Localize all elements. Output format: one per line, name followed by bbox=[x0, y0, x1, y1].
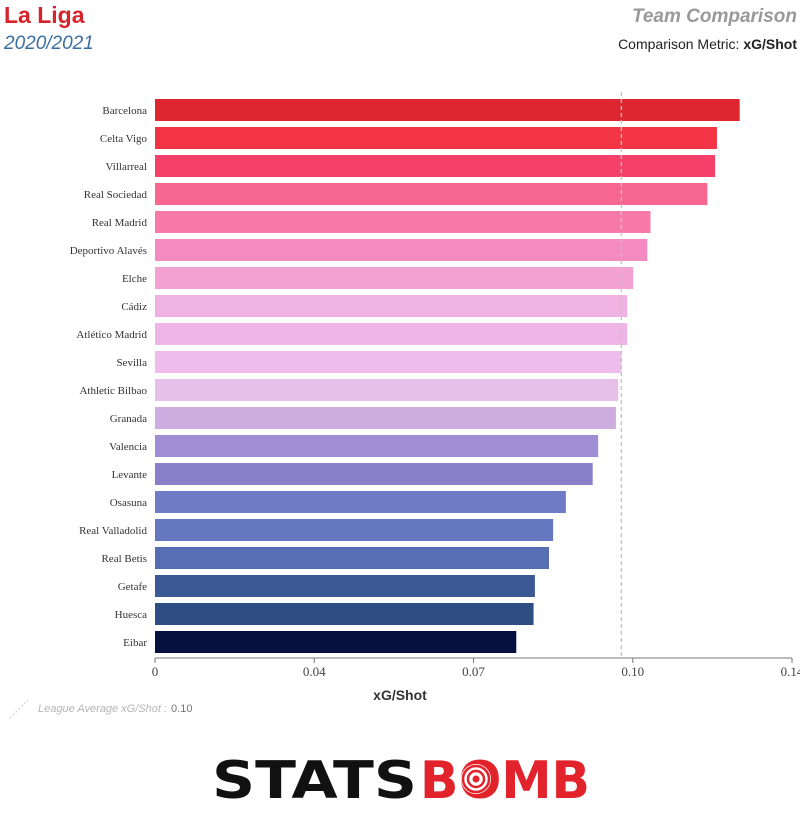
bar bbox=[155, 127, 717, 149]
dashed-line-icon bbox=[9, 699, 29, 719]
target-icon bbox=[461, 764, 491, 794]
x-tick-label: 0.07 bbox=[462, 664, 485, 679]
bar bbox=[155, 295, 628, 317]
category-label: Villarreal bbox=[106, 161, 147, 173]
category-label: Elche bbox=[122, 273, 147, 285]
bar bbox=[155, 575, 535, 597]
category-label: Real Madrid bbox=[92, 217, 148, 229]
bar bbox=[155, 463, 593, 485]
bar bbox=[155, 631, 517, 653]
legend: League Average xG/Shot : 0.10 bbox=[8, 698, 192, 720]
legend-value: 0.10 bbox=[171, 703, 193, 715]
x-axis-label: xG/Shot bbox=[373, 687, 427, 703]
category-label: Real Betis bbox=[101, 553, 147, 565]
league-title: La Liga bbox=[4, 2, 85, 28]
x-tick-label: 0.10 bbox=[621, 664, 644, 679]
category-label: Athletic Bilbao bbox=[79, 385, 147, 397]
bar bbox=[155, 547, 550, 569]
comparison-metric: Comparison Metric: xG/Shot bbox=[618, 36, 797, 52]
x-tick-label: 0.14 bbox=[781, 664, 800, 679]
bar bbox=[155, 155, 716, 177]
bar bbox=[155, 379, 619, 401]
category-label: Getafe bbox=[118, 581, 147, 593]
category-label: Deportivo Alavés bbox=[70, 245, 147, 257]
category-label: Atlético Madrid bbox=[76, 329, 147, 341]
legend-label: League Average xG/Shot : bbox=[38, 703, 168, 715]
bar bbox=[155, 351, 622, 373]
bar bbox=[155, 183, 708, 205]
x-tick-label: 0 bbox=[152, 664, 159, 679]
season-label: 2020/2021 bbox=[4, 33, 94, 54]
bar-chart: Barcelona Celta Vigo Villarreal Real Socied… bbox=[70, 92, 800, 703]
bar bbox=[155, 491, 566, 513]
metric-name: xG/Shot bbox=[743, 36, 797, 52]
bar bbox=[155, 323, 628, 345]
metric-prefix: Comparison Metric: bbox=[618, 36, 740, 52]
category-label: Granada bbox=[110, 413, 147, 425]
category-label: Cádiz bbox=[121, 301, 147, 313]
brand-text-stats: STATS bbox=[212, 751, 417, 806]
bar bbox=[155, 435, 599, 457]
category-label: Real Valladolid bbox=[79, 525, 147, 537]
bar bbox=[155, 99, 740, 121]
bar bbox=[155, 239, 648, 261]
comparison-title: Team Comparison bbox=[631, 6, 797, 27]
category-label: Real Sociedad bbox=[84, 189, 148, 201]
statsbomb-logo: STATS BOMB bbox=[212, 751, 590, 806]
bar bbox=[155, 211, 651, 233]
category-label: Huesca bbox=[115, 609, 147, 621]
category-label: Levante bbox=[112, 469, 148, 481]
bar bbox=[155, 603, 534, 625]
category-label: Valencia bbox=[109, 441, 147, 453]
category-label: Barcelona bbox=[102, 105, 147, 117]
category-label: Eibar bbox=[123, 637, 147, 649]
x-tick-label: 0.04 bbox=[303, 664, 326, 679]
bar bbox=[155, 407, 616, 429]
category-label: Celta Vigo bbox=[100, 133, 148, 145]
bar bbox=[155, 519, 554, 541]
brand-text-bomb: BOMB bbox=[420, 751, 590, 806]
bar bbox=[155, 267, 634, 289]
category-label: Osasuna bbox=[110, 497, 147, 509]
category-label: Sevilla bbox=[116, 357, 147, 369]
